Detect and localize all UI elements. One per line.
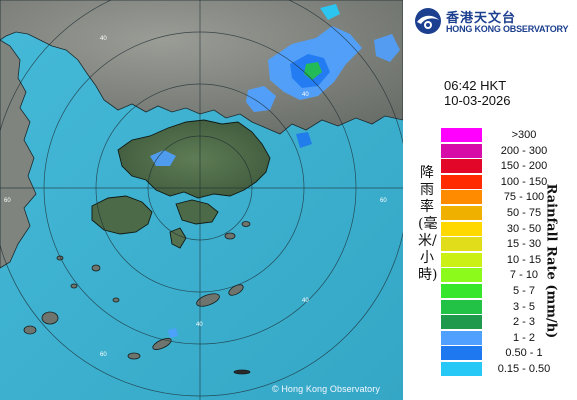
hong-kong-island	[175, 199, 219, 225]
radar-map[interactable]: 40 40 40 60 60 60 40 © Hong Kong Observa…	[0, 0, 403, 400]
legend-range-label: 50 - 75	[506, 207, 542, 219]
range-label: 40	[302, 298, 309, 304]
legend-range-label: 0.15 - 0.50	[497, 363, 551, 375]
legend-swatch	[441, 221, 482, 236]
legend-swatch	[441, 190, 482, 205]
range-label: 40	[100, 36, 107, 42]
legend-swatch	[441, 143, 482, 158]
legend-swatch	[441, 330, 482, 345]
legend-title-chinese: 降雨率(毫米/小時)	[418, 165, 438, 283]
lantau-island	[91, 195, 153, 235]
legend-swatch	[441, 159, 482, 174]
legend-swatch	[441, 284, 482, 298]
western-landmass	[0, 39, 37, 269]
legend-range-label: 1 - 2	[512, 331, 535, 344]
hko-logo-icon	[415, 8, 441, 34]
radar-map-svg: 40 40 40 60 60 60 40	[0, 0, 403, 400]
rainfall-legend: >300 200 - 300 150 - 200 100 - 150 75 - 100 5…	[441, 128, 577, 380]
legend-range-label: 10 - 15	[506, 253, 542, 266]
legend-range-label: 200 - 300	[500, 144, 548, 157]
legend-range-label: 0.50 - 1	[505, 347, 543, 360]
radar-echoes	[150, 4, 400, 338]
legend-swatch	[441, 315, 482, 330]
legend-range-label: 100 - 150	[500, 175, 548, 188]
legend-range-label: 5 - 7	[512, 285, 535, 297]
outlying-islands	[23, 221, 251, 375]
legend-range-label: 3 - 5	[512, 300, 535, 313]
legend-swatch	[441, 299, 482, 314]
legend-swatch	[441, 237, 482, 252]
range-rings	[0, 0, 403, 400]
legend-range-label: 75 - 100	[503, 191, 545, 204]
range-labels: 40 40 40 60 60 60 40	[4, 36, 387, 358]
legend-swatch	[441, 252, 482, 267]
legend-range-label: 150 - 200	[500, 160, 548, 173]
copyright-notice: © Hong Kong Observatory	[272, 384, 380, 394]
range-label: 60	[4, 198, 11, 204]
range-label: 40	[196, 322, 203, 328]
legend-range-label: 30 - 50	[506, 222, 542, 235]
legend-swatch	[441, 346, 482, 361]
legend-range-label: 2 - 3	[512, 316, 535, 329]
range-label: 40	[302, 92, 309, 98]
observation-date: 10-03-2026	[444, 93, 511, 108]
legend-swatch	[441, 362, 482, 376]
observation-time: 06:42 HKT	[444, 78, 507, 93]
range-label: 60	[100, 352, 107, 358]
legend-title-english: Rainfall Rate (mm/h)	[542, 166, 560, 356]
legend-swatch	[441, 206, 482, 220]
legend-panel: 香港天文台 HONG KONG OBSERVATORY 06:42 HKT 10…	[403, 0, 577, 400]
legend-range-label: 7 - 10	[509, 269, 539, 282]
hko-logo[interactable]: 香港天文台 HONG KONG OBSERVATORY	[413, 6, 573, 36]
legend-title-english-text: Rainfall Rate (mm/h)	[543, 183, 559, 339]
mainland-landmass	[0, 0, 403, 135]
logo-chinese-name: 香港天文台	[446, 11, 517, 26]
legend-range-label: 15 - 30	[506, 238, 542, 251]
legend-swatch	[441, 128, 482, 142]
legend-range-label: >300	[511, 129, 537, 141]
range-label: 60	[380, 198, 387, 204]
legend-swatch	[441, 268, 482, 283]
legend-swatch	[441, 174, 482, 189]
logo-english-name: HONG KONG OBSERVATORY	[446, 24, 569, 34]
